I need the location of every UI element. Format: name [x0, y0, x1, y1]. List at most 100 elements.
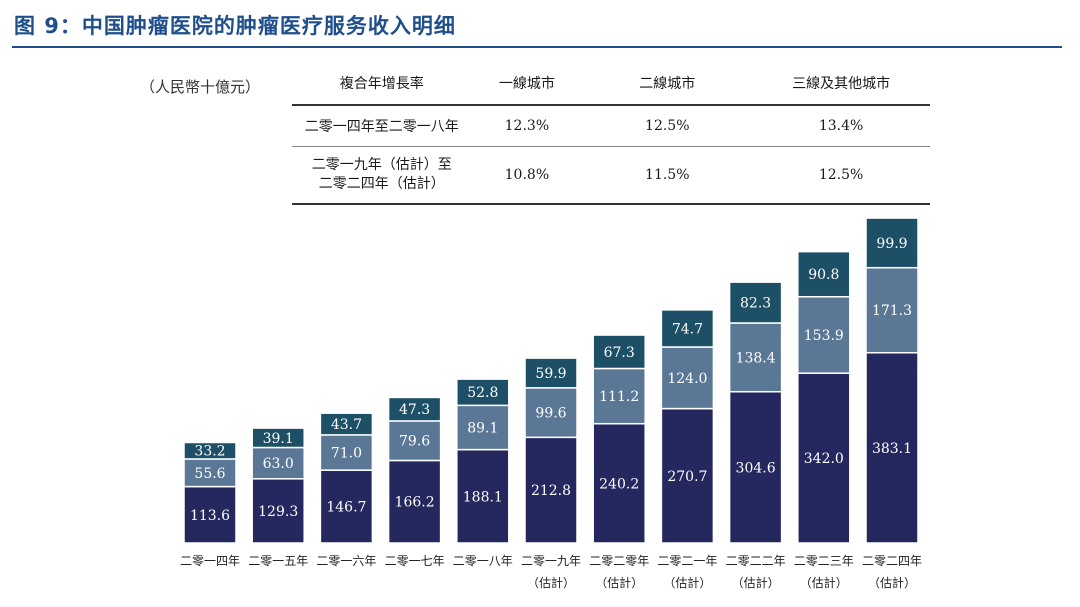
bar-segment-tier1 [251, 478, 305, 544]
data-label-tier2: 99.6 [535, 406, 566, 422]
bar-segment-tier3 [251, 427, 305, 449]
data-label-tier2: 111.2 [599, 389, 639, 405]
bar-segment-tier3 [456, 378, 510, 407]
cagr-period-text-line2: 二零二四年（估計） [318, 176, 445, 192]
cagr-period-text-line1: 二零一九年（估計）至 [311, 157, 452, 173]
x-tick-label: 二零二一年 [657, 554, 717, 568]
cagr-value-tier3: 13.4% [752, 105, 930, 147]
data-label-tier2: 153.9 [804, 328, 844, 344]
data-label-tier3: 67.3 [604, 345, 635, 361]
x-tick-label: （估計） [663, 575, 711, 590]
cagr-value-tier1: 10.8% [471, 146, 583, 205]
cagr-header-tier3: 三線及其他城市 [752, 62, 930, 106]
cagr-value-tier2: 12.5% [582, 105, 753, 147]
data-label-tier1: 166.2 [395, 495, 435, 511]
x-tick-label: 二零二三年 [794, 554, 854, 568]
x-tick-label: 二零一八年 [453, 554, 513, 568]
x-tick-label: 二零二二年 [726, 554, 786, 568]
cagr-period-cell: 二零一四年至二零一八年 [292, 105, 472, 147]
cagr-row-historical: 二零一四年至二零一八年 12.3% 12.5% 13.4% [292, 105, 930, 147]
bar-segment-tier3 [797, 250, 851, 298]
data-label-tier1: 212.8 [531, 483, 571, 499]
bar-segment-tier2 [524, 387, 578, 439]
bar-segment-tier2 [387, 420, 442, 462]
bar-segment-tier2 [251, 446, 305, 480]
bar-segment-tier1 [319, 469, 374, 544]
data-label-tier1: 342.0 [804, 451, 844, 467]
data-label-tier2: 124.0 [667, 371, 707, 387]
data-label-tier3: 47.3 [399, 402, 430, 418]
x-tick-label: （估計） [595, 575, 643, 590]
bar-segment-tier3 [660, 309, 715, 348]
bar-segment-tier2 [728, 322, 783, 393]
bar-segment-tier1 [592, 422, 646, 544]
bar-segment-tier3 [524, 357, 578, 389]
cagr-period-cell: 二零一九年（估計）至 二零二四年（估計） [292, 146, 472, 205]
data-label-tier3: 33.2 [194, 444, 225, 460]
cagr-header-tier1: 一線城市 [471, 62, 583, 106]
x-tick-label: 二零一六年 [316, 554, 376, 568]
x-tick-label: 二零一四年 [180, 554, 240, 568]
data-label-tier1: 113.6 [190, 508, 230, 524]
cagr-value-tier3: 12.5% [752, 146, 930, 205]
bar-segment-tier1 [524, 436, 578, 544]
cagr-header-metric: 複合年增長率 [292, 62, 472, 106]
cagr-period-text: 二零一四年至二零一八年 [304, 119, 459, 135]
cagr-value-tier2: 11.5% [582, 146, 753, 205]
x-tick-label: 二零一五年 [248, 554, 308, 568]
bar-segment-tier3 [387, 396, 442, 422]
data-label-tier3: 39.1 [263, 431, 294, 447]
cagr-value-tier1: 12.3% [471, 105, 583, 147]
cagr-header-tier2: 二線城市 [582, 62, 753, 106]
bar-segment-tier1 [183, 485, 237, 544]
bar-segment-tier3 [319, 412, 374, 436]
bar-segment-tier2 [660, 346, 715, 410]
data-label-tier1: 146.7 [326, 500, 366, 516]
data-label-tier2: 55.6 [194, 466, 225, 482]
data-label-tier3: 52.8 [467, 385, 498, 401]
data-label-tier2: 171.3 [872, 303, 912, 319]
bar-segment-tier2 [183, 458, 237, 488]
x-tick-label: 二零一七年 [385, 554, 445, 568]
data-label-tier2: 89.1 [467, 420, 498, 436]
bar-segment-tier3 [865, 217, 919, 269]
data-label-tier2: 63.0 [263, 456, 294, 472]
data-label-tier3: 59.9 [535, 366, 566, 382]
data-label-tier1: 383.1 [872, 441, 912, 457]
data-label-tier2: 138.4 [736, 350, 776, 366]
data-label-tier3: 82.3 [740, 296, 771, 312]
data-label-tier1: 240.2 [599, 476, 639, 492]
x-tick-label: 二零一九年 [521, 554, 581, 568]
title-divider [12, 46, 1062, 48]
data-label-tier2: 79.6 [399, 434, 430, 450]
bar-segment-tier1 [387, 459, 442, 544]
data-label-tier1: 129.3 [258, 504, 298, 520]
data-label-tier3: 74.7 [672, 321, 703, 337]
bar-segment-tier3 [592, 334, 646, 370]
bar-segment-tier2 [592, 367, 646, 425]
cagr-header-row: 複合年增長率 一線城市 二線城市 三線及其他城市 [292, 62, 930, 106]
x-tick-label: （估計） [527, 575, 575, 590]
data-label-tier1: 270.7 [667, 469, 707, 485]
bar-segment-tier2 [456, 404, 510, 451]
x-tick-label: （估計） [868, 575, 916, 590]
x-tick-label: （估計） [800, 575, 848, 590]
cagr-table: 複合年增長率 一線城市 二線城市 三線及其他城市 二零一四年至二零一八年 12.… [292, 62, 930, 205]
data-label-tier3: 43.7 [331, 417, 362, 433]
x-tick-label: （估計） [732, 575, 780, 590]
data-label-tier1: 304.6 [736, 460, 776, 476]
data-label-tier1: 188.1 [463, 489, 503, 505]
unit-label: （人民幣十億元） [140, 78, 261, 96]
bar-segment-tier3 [183, 441, 237, 460]
figure-title: 图 9：中国肿瘤医院的肿瘤医疗服务收入明细 [14, 14, 456, 38]
data-label-tier2: 71.0 [331, 446, 362, 462]
data-label-tier3: 99.9 [876, 236, 907, 252]
cagr-row-forecast: 二零一九年（估計）至 二零二四年（估計） 10.8% 11.5% 12.5% [292, 146, 930, 205]
bar-segment-tier3 [728, 281, 783, 324]
data-label-tier3: 90.8 [808, 267, 839, 283]
x-tick-label: 二零二四年 [862, 554, 922, 568]
bar-segment-tier1 [660, 407, 715, 544]
bar-segment-tier1 [456, 448, 510, 544]
x-tick-label: 二零二零年 [589, 554, 649, 568]
